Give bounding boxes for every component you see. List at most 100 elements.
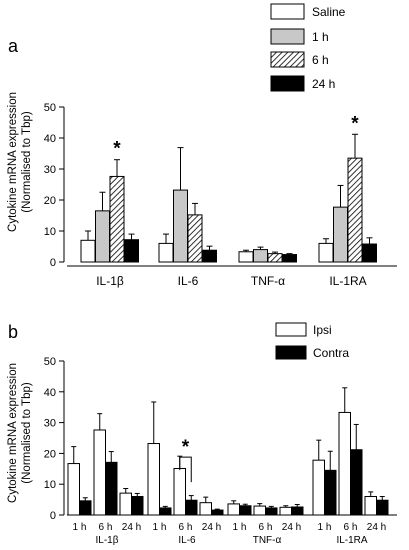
panel-b-ylabel-line2: (Normalised to Tbp) <box>21 382 33 484</box>
panel-b-y-tick-label: 10 <box>44 479 56 491</box>
bar-il-6-1-h <box>173 189 188 263</box>
bar-tnf-6-h <box>267 253 283 263</box>
panel-b-timepoint-label: 1 h <box>153 522 167 533</box>
panel-a-ylabel: Cytokine mRNA expression (Normalised to … <box>7 92 33 232</box>
bar-il-1-saline <box>80 239 96 263</box>
bar-tnf-6-h-contra <box>265 507 278 516</box>
bar-il-1-24-h-contra <box>131 496 144 516</box>
bar-il-6-6-h-contra <box>185 499 198 516</box>
panel-b-timepoint-label: 1 h <box>233 522 247 533</box>
bar-tnf-1-h-contra <box>239 505 252 516</box>
panel-b-category-label: IL-6 <box>178 535 196 546</box>
bar-tnf-24-h-ipsi <box>279 506 292 516</box>
bar-il-1-6-h-ipsi <box>93 429 106 516</box>
bar-il-1ra-saline <box>318 242 334 263</box>
panel-a-y-tick-label: 10 <box>44 226 56 238</box>
panel-a-ylabel-line1: Cytokine mRNA expression <box>7 92 19 232</box>
panel-b-timepoint-label: 1 h <box>73 522 87 533</box>
panel-b-timepoint-label: 6 h <box>344 522 358 533</box>
bar-il-1-6-h <box>109 175 125 263</box>
bar-il-1-24-h-ipsi <box>119 492 132 516</box>
panel-a-y-tick-label: 40 <box>44 133 56 145</box>
bar-il-6-6-h <box>187 214 203 263</box>
panel-a-y-tick-label: 50 <box>44 102 56 114</box>
bar-il-1ra-6-h <box>347 157 363 263</box>
bar-tnf-1-h-ipsi <box>227 503 240 516</box>
panel-b-timepoint-label: 24 h <box>122 522 141 533</box>
panel-a-category-label: TNF-α <box>251 274 285 288</box>
legend-label-saline: Saline <box>312 5 346 19</box>
bar-il-1ra-1-h-ipsi <box>312 459 325 516</box>
bar-il-1-1-h <box>95 210 110 263</box>
panel-b-timepoint-label: 24 h <box>367 522 386 533</box>
legend-swatch-contra <box>275 345 307 360</box>
bar-tnf-24-h <box>282 254 297 263</box>
bar-il-1ra-24-h-contra <box>376 499 389 516</box>
panel-b-y-tick-label: 30 <box>44 418 56 430</box>
panel-b-ylabel-line1: Cytokine mRNA expression <box>7 363 19 503</box>
bar-tnf-saline <box>238 251 254 263</box>
bar-il-6-6-h-ipsi <box>173 467 186 516</box>
bar-tnf-24-h-contra <box>291 506 304 516</box>
panel-b-category-label: TNF-α <box>253 535 282 546</box>
bar-tnf-6-h-ipsi <box>253 505 266 516</box>
panel-b-y-tick-label: 0 <box>50 510 56 522</box>
legend-swatch-1h <box>270 28 305 45</box>
bar-il-1-6-h-contra <box>105 461 118 516</box>
bar-il-1ra-6-h-contra <box>350 449 363 516</box>
panel-b-y-tick-label: 20 <box>44 448 56 460</box>
legend-swatch-saline <box>270 3 305 20</box>
panel-b-category-label: IL-1RA <box>336 535 367 546</box>
legend-label-6h: 6 h <box>312 53 329 67</box>
bar-il-1-1-h-ipsi <box>67 463 80 516</box>
legend-swatch-24h <box>270 75 305 92</box>
bar-tnf-1-h <box>253 249 268 263</box>
bar-il-6-24-h <box>202 249 217 263</box>
panel-b-timepoint-label: 1 h <box>318 522 332 533</box>
bar-il-6-24-h-ipsi <box>199 502 212 516</box>
panel-b-legend: Ipsi Contra <box>275 322 349 360</box>
panel-a-letter: a <box>8 36 19 56</box>
bar-il-6-1-h-ipsi <box>147 443 160 516</box>
legend-label-1h: 1 h <box>312 30 329 44</box>
bar-il-1ra-1-h <box>333 206 348 263</box>
significance-star: * <box>351 113 359 134</box>
legend-swatch-6h <box>270 51 305 68</box>
panel-a-y-tick-label: 30 <box>44 164 56 176</box>
legend-swatch-ipsi <box>275 322 307 337</box>
panel-a-legend: Saline 1 h 6 h 24 h <box>270 3 346 92</box>
significance-star: * <box>113 139 121 160</box>
bar-il-1-24-h <box>124 239 139 263</box>
panel-b-timepoint-label: 6 h <box>99 522 113 533</box>
panel-a-y-tick-label: 20 <box>44 195 56 207</box>
panel-b-timepoint-label: 24 h <box>282 522 301 533</box>
panel-b-category-label: IL-1β <box>96 535 119 546</box>
bar-il-1ra-24-h-ipsi <box>364 496 377 516</box>
legend-label-contra: Contra <box>313 346 349 360</box>
panel-a-ylabel-line2: (Normalised to Tbp) <box>21 111 33 213</box>
panel-a-y-tick-label: 0 <box>50 257 56 269</box>
bar-il-1ra-6-h-ipsi <box>338 411 351 516</box>
panel-b-timepoint-label: 6 h <box>179 522 193 533</box>
bar-il-6-saline <box>158 242 174 263</box>
bar-il-1ra-1-h-contra <box>324 469 337 516</box>
panel-a-category-label: IL-6 <box>178 274 199 288</box>
significance-star: * <box>182 437 190 458</box>
significance-bracket <box>179 456 192 483</box>
panel-b-y-tick-label: 50 <box>44 356 56 368</box>
bar-il-6-1-h-contra <box>159 507 172 516</box>
panel-a-plot: 0 10 20 30 40 50 IL-1β IL-6 TNF-α IL-1RA * * <box>44 102 397 288</box>
panel-b-letter: b <box>8 322 18 342</box>
panel-a-category-label: IL-1β <box>96 274 124 288</box>
panel-b-ylabel: Cytokine mRNA expression (Normalised to … <box>7 363 33 503</box>
panel-a-category-label: IL-1RA <box>329 274 366 288</box>
legend-label-24h: 24 h <box>312 77 335 91</box>
legend-label-ipsi: Ipsi <box>313 323 332 337</box>
bar-il-6-24-h-contra <box>211 509 224 516</box>
bar-il-1ra-24-h <box>362 243 377 263</box>
bar-il-1-1-h-contra <box>79 500 92 516</box>
panel-b-timepoint-label: 24 h <box>202 522 221 533</box>
panel-b-y-tick-label: 40 <box>44 387 56 399</box>
